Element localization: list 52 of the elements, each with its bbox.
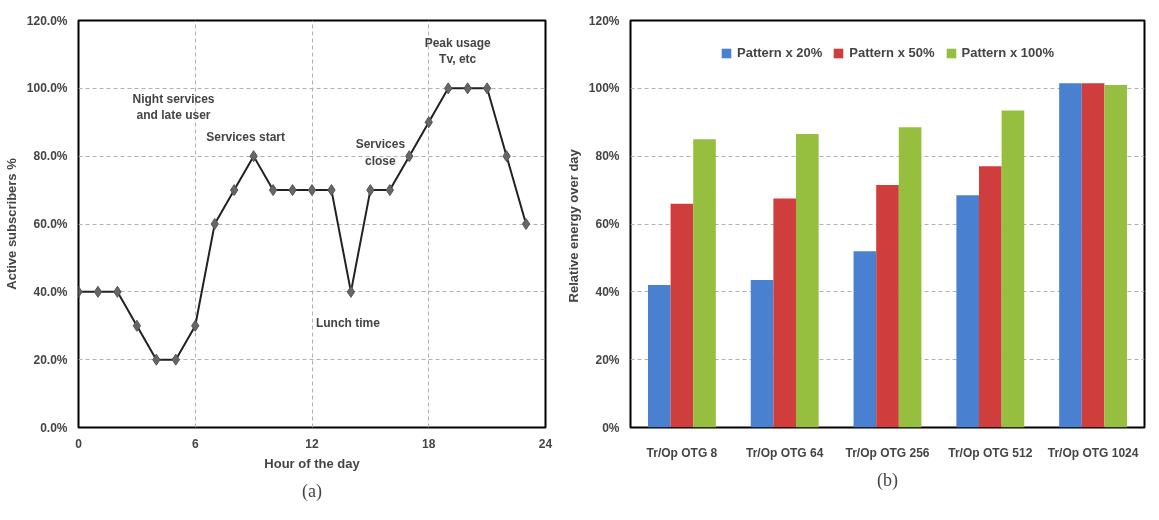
y-tick-label: 120%: [588, 13, 620, 28]
bar: [956, 195, 979, 428]
bar: [796, 134, 819, 428]
y-tick-label: 40%: [595, 284, 620, 299]
y-tick-label: 60.0%: [33, 217, 68, 231]
y-tick-label: 80%: [595, 149, 620, 164]
bar: [1001, 110, 1025, 428]
bar: [647, 285, 671, 428]
bar: [1104, 84, 1128, 428]
bar: [853, 251, 877, 428]
x-tick-label: 0: [75, 436, 83, 451]
bar: [750, 279, 774, 428]
annotation: Services close: [355, 137, 406, 169]
bar: [773, 198, 797, 428]
annotation: Lunch time: [315, 315, 381, 330]
x-tick-label: Tr/Op OTG 256: [845, 445, 930, 460]
y-axis-title: Active subscribers %: [3, 157, 19, 290]
bar: [693, 139, 716, 428]
y-tick-label: 40.0%: [33, 284, 68, 299]
x-tick-label: 12: [305, 436, 319, 451]
y-tick-label: 20.0%: [33, 352, 68, 367]
x-tick-label: 24: [538, 436, 553, 451]
y-tick-label: 20%: [595, 352, 620, 367]
y-tick-label: 0%: [602, 420, 620, 435]
annotation: Night services and late user: [132, 91, 215, 123]
x-axis-title: Hour of the day: [264, 455, 361, 471]
annotation: Services start: [206, 130, 285, 145]
legend-label: Pattern x 50%: [849, 45, 935, 60]
x-tick-label: 18: [422, 436, 436, 451]
legend-label: Pattern x 100%: [961, 45, 1055, 60]
bar: [1081, 83, 1105, 428]
y-tick-label: 60%: [595, 217, 620, 231]
x-tick-label: Tr/Op OTG 1024: [1047, 445, 1139, 460]
annotation: Peak usage Tv, etc: [424, 35, 492, 67]
y-tick-label: 80.0%: [33, 149, 68, 164]
y-tick-label: 100.0%: [26, 81, 68, 96]
text: (a): [302, 480, 322, 502]
bar: [978, 166, 1002, 428]
y-tick-label: 100%: [588, 81, 620, 96]
bar: [670, 203, 694, 428]
bar: [898, 127, 922, 428]
text: (b): [877, 469, 899, 491]
y-tick-label: 0.0%: [40, 420, 68, 435]
x-tick-label: Tr/Op OTG 8: [646, 445, 718, 460]
y-axis-title: Relative energy over day: [565, 148, 581, 303]
x-tick-label: Tr/Op OTG 64: [746, 445, 824, 460]
x-tick-label: 6: [191, 436, 199, 451]
bar: [1059, 83, 1082, 428]
y-tick-label: 120.0%: [26, 13, 68, 28]
x-tick-label: Tr/Op OTG 512: [948, 445, 1033, 460]
legend-label: Pattern x 20%: [736, 45, 823, 60]
bar: [876, 185, 899, 428]
